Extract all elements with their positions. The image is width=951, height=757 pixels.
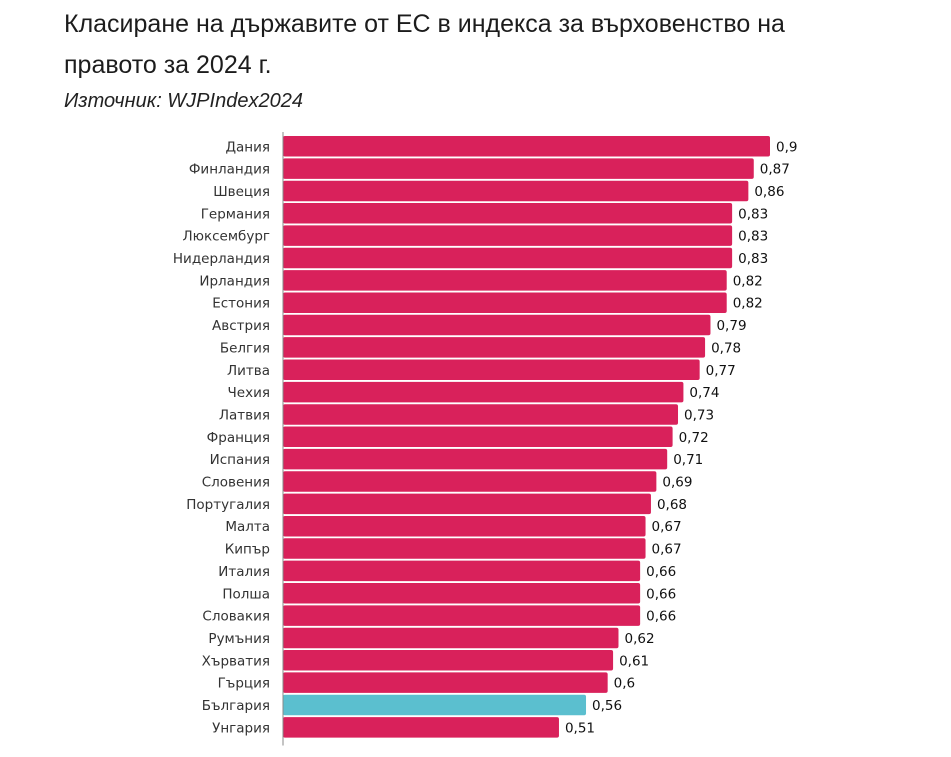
value-label: 0,9 [776, 139, 797, 155]
value-label: 0,86 [754, 184, 784, 200]
value-label: 0,74 [689, 385, 719, 401]
value-label: 0,83 [738, 251, 768, 267]
bar-21 [283, 605, 641, 626]
bar-4 [283, 225, 733, 246]
value-label: 0,62 [624, 631, 654, 647]
category-label: Словения [202, 475, 270, 491]
bar-2 [283, 180, 749, 202]
category-label: Португалия [186, 497, 270, 513]
bar-26 [283, 717, 559, 738]
bar-20 [283, 583, 641, 604]
value-label: 0,82 [733, 296, 763, 312]
category-label: Гърция [218, 676, 270, 692]
value-label: 0,51 [565, 720, 595, 736]
category-label: Ирландия [199, 273, 270, 289]
bar-6 [283, 270, 727, 291]
bar-13 [283, 426, 673, 448]
category-label: Нидерландия [173, 251, 270, 267]
value-label: 0,68 [657, 497, 687, 513]
category-label: Люксембург [182, 229, 270, 245]
bar-17 [283, 515, 646, 537]
value-label: 0,83 [738, 229, 768, 245]
category-label: Финландия [189, 162, 270, 178]
bar-3 [283, 203, 733, 224]
value-label: 0,72 [679, 430, 709, 446]
bar-14 [283, 448, 668, 470]
value-label: 0,6 [614, 676, 635, 692]
category-label: Австрия [212, 318, 270, 334]
bar-11 [283, 381, 684, 403]
category-label: Швеция [213, 184, 270, 200]
value-labels: 0,9 0,87 0,86 0,83 0,83 0,83 0,82 0,82 0,79 0,78 0… [565, 139, 798, 736]
category-label: Германия [201, 206, 270, 222]
bar-1 [283, 158, 754, 179]
category-label: Чехия [228, 385, 270, 401]
value-label: 0,69 [662, 475, 692, 491]
chart-title: Класиране на държавите от ЕС в индекса з… [64, 10, 785, 79]
value-label: 0,83 [738, 206, 768, 222]
value-label: 0,82 [733, 273, 763, 289]
value-label: 0,73 [684, 407, 714, 423]
category-labels: Дания Финландия Швеция Германия Люксембург Ни… [173, 139, 270, 736]
bar-5 [283, 247, 733, 269]
category-label: Латвия [219, 407, 270, 423]
category-label: Словакия [202, 609, 270, 625]
bars-layer [283, 136, 770, 738]
value-label: 0,79 [716, 318, 746, 334]
value-label: 0,78 [711, 340, 741, 356]
bar-22 [283, 627, 619, 649]
value-label: 0,67 [652, 519, 682, 535]
bar-25 [283, 694, 587, 716]
category-label: Унгария [212, 720, 270, 736]
bar-12 [283, 404, 679, 425]
category-label: Малта [225, 519, 270, 535]
category-label: Дания [225, 139, 270, 155]
bar-19 [283, 560, 641, 582]
category-label: Румъния [208, 631, 270, 647]
category-label: Италия [218, 564, 270, 580]
category-label: Естония [212, 296, 270, 312]
bar-10 [283, 359, 700, 380]
chart-source: Източник: WJPIndex2024 [64, 90, 303, 112]
bar-0 [283, 136, 770, 157]
value-label: 0,61 [619, 653, 649, 669]
value-label: 0,56 [592, 698, 622, 714]
category-label: България [202, 698, 270, 714]
bar-16 [283, 493, 651, 515]
value-label: 0,67 [652, 542, 682, 558]
category-label: Франция [207, 430, 270, 446]
category-label: Белгия [220, 340, 270, 356]
bar-8 [283, 314, 711, 336]
value-label: 0,77 [706, 363, 736, 379]
category-label: Кипър [225, 542, 270, 558]
bar-7 [283, 292, 727, 313]
bar-23 [283, 650, 614, 671]
value-label: 0,87 [760, 162, 790, 178]
category-label: Литва [227, 363, 270, 379]
value-label: 0,66 [646, 586, 676, 602]
bar-15 [283, 471, 657, 492]
category-label: Хърватия [202, 653, 270, 669]
bar-9 [283, 337, 706, 358]
category-label: Полша [222, 586, 270, 602]
category-label: Испания [210, 452, 270, 468]
value-label: 0,66 [646, 609, 676, 625]
value-label: 0,71 [673, 452, 703, 468]
value-label: 0,66 [646, 564, 676, 580]
bar-18 [283, 538, 646, 559]
bar-24 [283, 672, 608, 693]
